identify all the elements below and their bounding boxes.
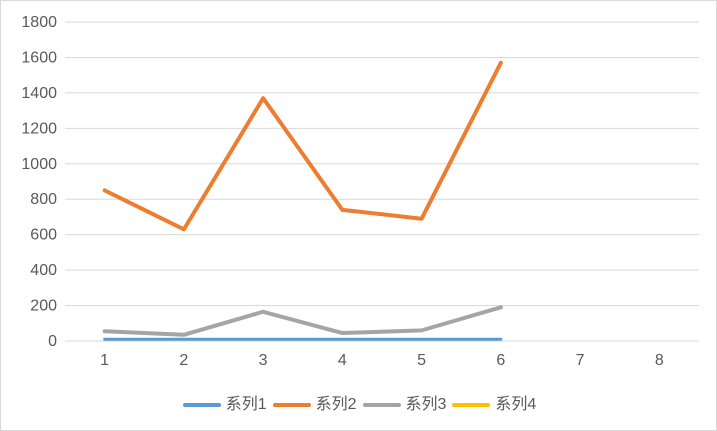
legend-label-series-4: 系列4 — [495, 396, 537, 413]
y-tick-label: 1000 — [21, 156, 57, 173]
y-tick-label: 800 — [30, 191, 57, 208]
x-tick-label: 5 — [417, 352, 426, 369]
y-tick-label: 1800 — [21, 14, 57, 31]
y-tick-label: 1200 — [21, 120, 57, 137]
legend-label-series-2: 系列2 — [315, 396, 357, 413]
x-tick-label: 8 — [655, 352, 664, 369]
x-tick-label: 1 — [100, 352, 109, 369]
legend-item-series-2: 系列2 — [272, 394, 357, 416]
legend: 系列1 系列2 系列3 系列4 — [1, 393, 716, 417]
x-tick-label: 2 — [179, 352, 188, 369]
y-tick-label: 1400 — [21, 85, 57, 102]
legend-label-series-1: 系列1 — [225, 396, 267, 413]
series-line-3 — [102, 305, 503, 337]
y-tick-label: 400 — [30, 262, 57, 279]
legend-item-series-3: 系列3 — [362, 394, 447, 416]
series-line-2 — [102, 60, 503, 232]
x-tick-label: 3 — [259, 352, 268, 369]
y-tick-label: 0 — [48, 333, 57, 350]
x-tick-label: 7 — [576, 352, 585, 369]
legend-line-marker-series-3 — [362, 403, 401, 407]
y-tick-label: 600 — [30, 227, 57, 244]
legend-line-marker-series-2 — [272, 403, 311, 407]
legend-label-series-3: 系列3 — [405, 396, 447, 413]
y-tick-label: 1600 — [21, 49, 57, 66]
legend-item-series-4: 系列4 — [452, 394, 536, 416]
legend-line-marker-series-4 — [452, 403, 491, 407]
y-tick-label: 200 — [30, 298, 57, 315]
legend-item-series-1: 系列1 — [182, 394, 267, 416]
x-tick-label: 4 — [338, 352, 347, 369]
x-tick-label: 6 — [496, 352, 505, 369]
legend-line-marker-series-1 — [182, 403, 221, 407]
